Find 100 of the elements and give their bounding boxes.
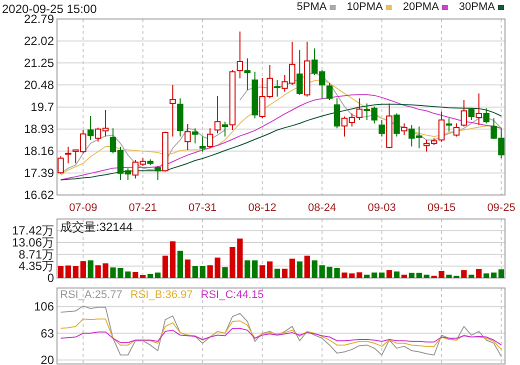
bar (372, 272, 378, 278)
bar (304, 256, 310, 278)
x-tick-label: 09-25 (487, 202, 516, 214)
bar (244, 260, 250, 278)
candlestick (236, 31, 244, 79)
candlestick (214, 96, 221, 134)
bar (312, 260, 318, 278)
x-tick-label: 07-21 (128, 202, 157, 214)
y-tick-label: 19.7 (30, 100, 54, 114)
x-tick-label: 07-31 (188, 202, 217, 214)
candlestick (65, 146, 72, 164)
bar (296, 261, 302, 278)
candlestick (222, 121, 228, 138)
bar (461, 270, 467, 278)
candlestick (154, 165, 161, 180)
candlestick (244, 58, 251, 91)
bar (177, 250, 183, 278)
candlestick (446, 118, 452, 132)
bar (72, 266, 78, 278)
bar (267, 261, 273, 278)
bar (408, 272, 414, 278)
candlestick (483, 108, 490, 124)
candlestick (206, 128, 214, 149)
line-series (60, 318, 502, 350)
bar (476, 269, 482, 278)
bar (416, 272, 422, 278)
legend-label: 20PMA (402, 1, 440, 13)
candlestick (378, 119, 385, 138)
candlestick (334, 98, 340, 129)
line-series (60, 305, 502, 357)
bar (484, 273, 490, 278)
bar (401, 274, 407, 278)
candlestick (192, 128, 198, 144)
candlestick (476, 92, 482, 126)
x-tick-label: 08-24 (308, 202, 336, 214)
bar (424, 274, 430, 278)
y-tick-label: 13.06万 (12, 235, 54, 250)
bar (88, 260, 94, 278)
bar (155, 272, 161, 278)
bar (356, 272, 362, 278)
candlestick (199, 136, 206, 152)
legend-label: 10PMA (346, 1, 384, 13)
y-tick-label: 4.35万 (18, 259, 54, 274)
y-tick-label: 18.93 (24, 122, 54, 136)
candlestick (453, 122, 460, 138)
bar (184, 260, 190, 278)
y-tick-label: 16.62 (24, 188, 54, 202)
x-tick-label: 09-15 (427, 202, 456, 214)
bar (468, 274, 474, 278)
bar (140, 275, 146, 278)
bar (491, 272, 497, 278)
line-series (60, 328, 502, 346)
bar (132, 272, 138, 278)
candlestick (274, 80, 280, 98)
x-tick-label: 07-09 (69, 202, 98, 214)
y-tick-label: 8.71万 (18, 247, 54, 262)
candlestick (170, 84, 176, 138)
bar (192, 266, 198, 278)
y-tick-label: 17.39 (24, 166, 54, 180)
bar (252, 260, 258, 278)
bar (65, 265, 71, 278)
y-tick-label: 106 (34, 300, 54, 314)
candlestick (394, 112, 400, 138)
bar (282, 268, 288, 278)
bar (200, 266, 206, 278)
bar (394, 271, 400, 278)
annotation: 成交量:32144 (60, 220, 134, 234)
candlestick (87, 115, 94, 140)
candlestick (326, 82, 333, 101)
bar (274, 268, 280, 278)
bar (170, 241, 176, 278)
candlestick (58, 156, 64, 174)
bar (498, 269, 504, 278)
y-tick-label: 17.42万 (12, 224, 54, 238)
bar (162, 256, 168, 278)
y-tick-label: 18.16 (24, 144, 54, 158)
bar (379, 272, 385, 278)
legend-label: 5PMA (296, 1, 328, 13)
x-tick-label: 08-12 (248, 202, 276, 214)
bar (80, 261, 86, 278)
bar (289, 258, 295, 278)
legend-label: 30PMA (458, 1, 496, 13)
bar (386, 270, 392, 278)
y-tick-label: 20 (40, 352, 54, 365)
x-tick-label: 09-03 (368, 202, 396, 214)
series-label: RSI_A:25.77 (60, 289, 122, 301)
text: RSI_C:44.15 (200, 289, 264, 301)
text: RSI_B:36.97 (130, 289, 193, 301)
bar (260, 265, 266, 278)
bar (222, 267, 228, 278)
bar (58, 266, 64, 278)
y-tick-label: 0 (47, 271, 54, 285)
candlestick (401, 122, 408, 136)
candlestick (296, 50, 303, 96)
candlestick (438, 111, 445, 142)
y-tick-label: 20.48 (24, 78, 54, 92)
y-tick-label: 22.02 (24, 34, 54, 48)
candlestick (184, 123, 191, 150)
y-tick-label: 21.25 (24, 56, 54, 70)
candlestick (460, 100, 468, 128)
